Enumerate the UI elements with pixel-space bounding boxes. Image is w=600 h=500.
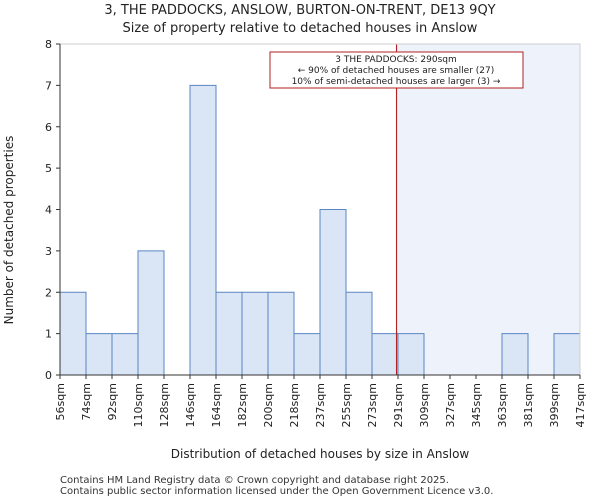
y-tick-label: 1 (45, 328, 52, 341)
y-tick-label: 7 (45, 79, 52, 92)
bar (59, 291, 87, 376)
x-tick-label: 345sqm (470, 383, 483, 427)
y-tick-label: 0 (45, 369, 52, 382)
highlight-region (398, 44, 580, 375)
footer-line-2: Contains public sector information licen… (60, 486, 493, 497)
footer-line-1: Contains HM Land Registry data © Crown c… (60, 475, 449, 486)
bar (553, 333, 581, 376)
x-tick-label: 327sqm (444, 383, 457, 427)
y-tick-label: 6 (45, 121, 52, 134)
annotation-line-2: ← 90% of detached houses are smaller (27… (298, 66, 495, 76)
bar (371, 333, 399, 376)
marker-annotation: 3 THE PADDOCKS: 290sqm ← 90% of detached… (269, 51, 524, 89)
bar (293, 333, 321, 376)
x-tick-label: 381sqm (522, 383, 535, 427)
bar (397, 333, 425, 376)
x-tick-label: 399sqm (548, 383, 561, 427)
bar (137, 250, 165, 376)
bar (215, 291, 243, 376)
annotation-box (269, 51, 524, 89)
chart-title: 3, THE PADDOCKS, ANSLOW, BURTON-ON-TRENT… (104, 3, 495, 18)
x-tick-label: 74sqm (80, 383, 93, 420)
y-tick-label: 8 (45, 38, 52, 51)
x-tick-label: 110sqm (132, 383, 145, 427)
x-tick-label: 182sqm (236, 383, 249, 427)
y-axis-label: Number of detached properties (2, 136, 16, 325)
x-tick-label: 200sqm (262, 383, 275, 427)
x-tick-label: 56sqm (54, 383, 67, 420)
bar (111, 333, 139, 376)
chart-subtitle: Size of property relative to detached ho… (123, 21, 478, 36)
x-tick-label: 146sqm (184, 383, 197, 427)
bar (345, 291, 373, 376)
x-tick-label: 309sqm (418, 383, 431, 427)
bar (189, 84, 217, 376)
x-tick-label: 363sqm (496, 383, 509, 427)
x-axis-label: Distribution of detached houses by size … (171, 447, 470, 461)
bar (501, 333, 529, 376)
x-tick-label: 291sqm (392, 383, 405, 427)
x-tick-label: 237sqm (314, 383, 327, 427)
x-tick-label: 417sqm (574, 383, 587, 427)
x-tick-label: 164sqm (210, 383, 223, 427)
bar (319, 209, 347, 376)
x-tick-label: 255sqm (340, 383, 353, 427)
bar (267, 291, 295, 376)
x-tick-label: 92sqm (106, 383, 119, 420)
bar (241, 291, 269, 376)
y-tick-label: 3 (45, 245, 52, 258)
x-tick-label: 273sqm (366, 383, 379, 427)
y-tick-label: 4 (45, 204, 52, 217)
bar (85, 333, 113, 376)
annotation-line-1: 3 THE PADDOCKS: 290sqm (335, 55, 457, 65)
x-tick-label: 128sqm (158, 383, 171, 427)
y-tick-label: 5 (45, 162, 52, 175)
y-tick-label: 2 (45, 286, 52, 299)
x-tick-label: 218sqm (288, 383, 301, 427)
annotation-line-3: 10% of semi-detached houses are larger (… (292, 77, 501, 87)
